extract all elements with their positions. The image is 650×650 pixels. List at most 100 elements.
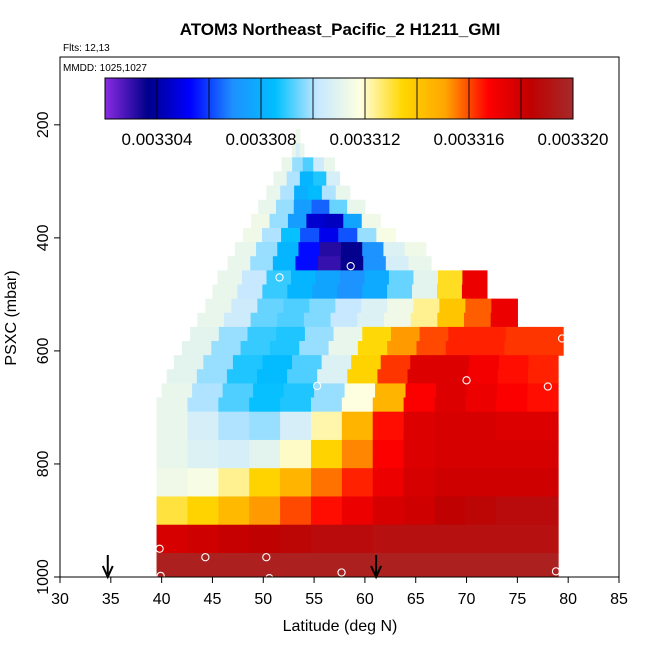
colorbar-tick-label: 0.003320 bbox=[538, 130, 609, 149]
heatmap-cell bbox=[299, 341, 330, 356]
heatmap-cell bbox=[372, 482, 405, 498]
heatmap-cell bbox=[527, 552, 559, 568]
x-axis: 30 35 40 45 50 55 60 65 70 75 80 85 bbox=[51, 577, 628, 608]
heatmap-cell bbox=[341, 468, 374, 483]
heatmap-cell bbox=[319, 242, 342, 257]
heatmap-cell bbox=[527, 468, 559, 483]
heatmap-cell bbox=[218, 439, 250, 455]
heatmap-cell bbox=[266, 270, 292, 286]
heatmap-cell bbox=[357, 312, 385, 328]
heatmap-cell bbox=[277, 312, 305, 328]
heatmap-cell bbox=[187, 468, 219, 483]
heatmap-cell bbox=[383, 242, 406, 257]
heatmap-cell bbox=[280, 397, 312, 413]
heatmap-cell bbox=[341, 439, 374, 455]
heatmap-cell bbox=[287, 284, 313, 300]
heatmap-cell bbox=[439, 298, 466, 314]
heatmap-cell bbox=[466, 383, 498, 399]
heatmap-cell bbox=[372, 454, 405, 469]
heatmap-cell bbox=[362, 242, 385, 257]
heatmap-cell bbox=[434, 411, 466, 427]
heatmap-cell bbox=[533, 341, 564, 356]
heatmap-cell bbox=[372, 397, 405, 413]
heatmap-cell bbox=[341, 552, 374, 568]
heatmap-cell bbox=[218, 510, 250, 526]
heatmap-cell bbox=[527, 397, 559, 413]
heatmap-cell bbox=[218, 326, 249, 342]
heatmap-cell bbox=[250, 312, 278, 328]
heatmap-cell bbox=[315, 270, 341, 286]
heatmap-cell bbox=[496, 439, 528, 455]
heatmap-cell bbox=[249, 411, 281, 427]
heatmap-cell bbox=[281, 227, 301, 243]
heatmap-cell bbox=[372, 510, 405, 526]
heatmap-cell bbox=[341, 524, 374, 540]
observation-points bbox=[155, 261, 567, 583]
heatmap-cell bbox=[437, 312, 465, 328]
heatmap-cell bbox=[269, 341, 300, 356]
heatmap-cell bbox=[330, 312, 358, 328]
heatmap-cell bbox=[465, 298, 492, 314]
heatmap-cell bbox=[434, 496, 466, 512]
heatmap-cell bbox=[287, 213, 307, 229]
heatmap-cell bbox=[341, 454, 374, 469]
heatmap-cell bbox=[403, 552, 436, 568]
colorbar-tick-label: 0.003308 bbox=[226, 130, 297, 149]
heatmap-cell bbox=[362, 326, 392, 342]
heatmap-cell bbox=[448, 326, 478, 342]
heatmap-cell bbox=[465, 496, 497, 512]
heatmap-cell bbox=[403, 567, 436, 577]
heatmap-cell bbox=[464, 312, 492, 328]
heatmap-cell bbox=[372, 496, 405, 512]
observation-point bbox=[557, 334, 567, 343]
x-tick-label: 30 bbox=[51, 591, 69, 608]
x-tick-label: 85 bbox=[610, 591, 628, 608]
heatmap-cell bbox=[465, 538, 497, 554]
heatmap-cell bbox=[527, 411, 559, 427]
heatmap-cell bbox=[280, 538, 312, 554]
heatmap-cell bbox=[312, 284, 338, 300]
heatmap-cell bbox=[357, 227, 377, 243]
heatmap-cell bbox=[218, 552, 250, 568]
heatmap-cell bbox=[247, 326, 277, 342]
heatmap-cell bbox=[299, 171, 314, 187]
heatmap-cell bbox=[375, 383, 407, 399]
heatmap-cell bbox=[280, 552, 312, 568]
heatmap-cell bbox=[319, 227, 339, 243]
heatmap-cell bbox=[292, 355, 323, 370]
heatmap-cell bbox=[475, 341, 506, 356]
heatmap-cell bbox=[344, 383, 376, 399]
heatmap-cell bbox=[465, 510, 497, 526]
observation-point bbox=[156, 571, 165, 581]
heatmap-cell bbox=[181, 341, 212, 356]
heatmap-cell bbox=[205, 298, 232, 314]
heatmap-cell bbox=[311, 199, 330, 215]
heatmap-cell bbox=[341, 425, 374, 441]
heatmap-cell bbox=[187, 510, 219, 526]
heatmap-cell bbox=[496, 454, 528, 469]
observation-point bbox=[262, 553, 271, 562]
heatmap-cell bbox=[491, 298, 518, 314]
heatmap-cell bbox=[250, 256, 274, 271]
heatmap-cell bbox=[362, 284, 388, 300]
heatmap-cell bbox=[223, 312, 252, 328]
heatmap-cell bbox=[436, 383, 468, 399]
heatmap-cell bbox=[527, 496, 559, 512]
heatmap-cell bbox=[445, 341, 476, 356]
heatmap-cell bbox=[187, 425, 219, 441]
heatmap-cell bbox=[333, 326, 363, 342]
colorbar bbox=[104, 77, 574, 120]
heatmap-cell bbox=[361, 213, 381, 229]
heatmap-cell bbox=[341, 510, 374, 526]
heatmap-cell bbox=[307, 185, 323, 201]
heatmap-cell bbox=[490, 312, 518, 328]
heatmap-cell bbox=[190, 326, 220, 342]
heatmap-cell bbox=[465, 425, 497, 441]
heatmap-cell bbox=[528, 355, 559, 370]
heatmap-cell bbox=[341, 538, 374, 554]
heatmap-cell bbox=[434, 524, 466, 540]
colorbar-tick-label: 0.003312 bbox=[330, 130, 401, 149]
heatmap-cell bbox=[242, 227, 263, 243]
heatmap-cell bbox=[294, 185, 309, 201]
y-tick-label: 600 bbox=[35, 337, 52, 364]
